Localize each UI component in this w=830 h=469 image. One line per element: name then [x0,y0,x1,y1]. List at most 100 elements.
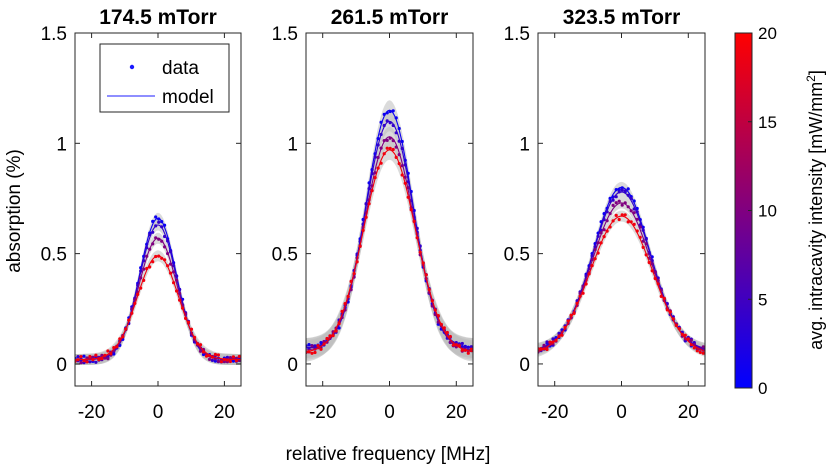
data-point [346,294,350,299]
data-point [184,316,188,320]
data-point [560,333,564,337]
data-point [379,161,383,165]
data-point [79,355,83,359]
data-point [148,265,152,269]
data-point [388,136,392,140]
data-point [163,245,167,249]
data-point [373,176,377,180]
plot-area [306,100,473,362]
panel-3: 0 0.5 1 1.5 -20 0 20 323.5 mTorr [504,6,706,423]
data-point [88,360,92,364]
x-tick-label: 0 [153,402,164,423]
data-point [569,313,573,317]
data-point [430,299,434,303]
data-point [352,272,356,276]
data-point [154,254,158,259]
data-point [400,139,404,144]
data-point [563,325,567,329]
data-point [186,320,191,324]
data-point [376,137,380,141]
data-point [139,276,143,280]
data-point [539,347,543,351]
y-tick-label: 0.5 [41,245,67,266]
data-point [614,213,618,217]
data-point [680,332,684,336]
data-point [349,279,353,283]
data-point [436,314,440,318]
data-point [632,222,636,226]
data-point [578,294,582,298]
data-point [599,231,603,235]
data-point [237,354,241,359]
y-tick-label: 1.5 [41,24,67,45]
data-point [195,342,200,346]
y-tick-label: 1 [519,134,530,155]
data-point [590,254,594,258]
data-point [376,143,380,147]
data-point [599,220,603,224]
data-point [545,340,549,344]
data-point [133,301,137,305]
data-point [650,262,654,266]
data-point [623,213,627,217]
panel-title: 261.5 mTorr [331,6,449,29]
data-point [154,224,158,228]
model-line [538,215,705,352]
data-point [394,116,398,120]
data-point [415,226,419,230]
data-point [379,132,383,137]
data-point [382,123,386,128]
data-point [554,338,558,342]
data-point [160,256,164,260]
x-tick-label: -20 [309,402,336,423]
colorbar-label-sup: 2 [804,75,818,82]
data-point [671,317,675,321]
data-point [231,359,235,363]
data-point [148,233,152,237]
data-point [400,173,404,177]
data-point [391,123,395,128]
data-point [160,239,164,243]
data-point [557,335,561,339]
model-line [75,224,241,361]
data-point [148,247,152,251]
data-point [222,357,226,362]
data-point [605,219,609,223]
data-point [424,273,428,277]
data-point [382,152,386,156]
data-point [343,302,347,306]
legend-model-label: model [162,87,214,108]
data-point [626,187,630,191]
data-point [644,242,648,246]
data-point [542,343,546,347]
data-point [584,282,588,286]
y-tick-label: 1.5 [504,24,530,45]
data-point [358,244,362,248]
data-point [635,210,639,214]
data-point [192,335,197,339]
data-point [641,239,645,243]
data-point [115,345,119,349]
data-point [145,246,149,250]
data-point [337,326,341,330]
data-point [626,205,630,209]
data-point [379,146,383,150]
data-point [307,346,311,350]
data-point [466,351,470,355]
data-point [391,147,395,152]
data-point [620,203,624,207]
data-point [316,344,320,348]
data-point [397,162,401,166]
data-point [614,201,618,205]
panel-1: 0 0.5 1 1.5 -20 0 20 174.5 mTorr [41,6,242,423]
colorbar: 0 5 10 15 20 avg. intracavity intensity [mW/… [734,24,826,398]
data-point [463,348,467,352]
data-point [439,322,443,326]
data-point [632,211,636,215]
data-point [373,155,377,159]
data-point [689,338,693,342]
data-point [82,354,86,358]
panel-2: 0 0.5 1 1.5 -20 0 20 261.5 mTorr [272,6,474,423]
data-point [124,327,128,331]
data-point [225,358,229,362]
